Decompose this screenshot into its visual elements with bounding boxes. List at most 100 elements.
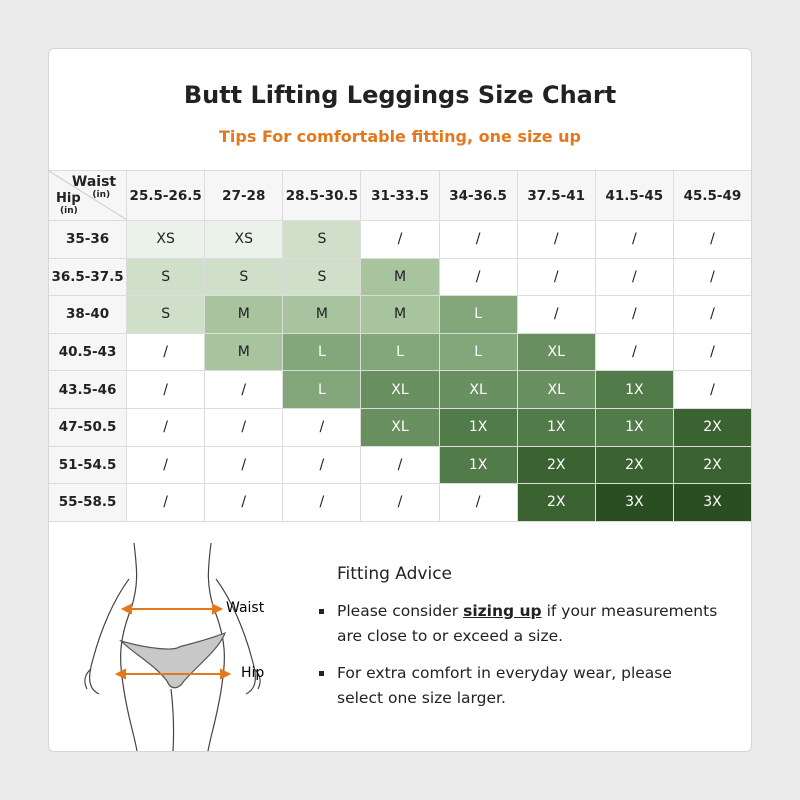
size-cell: M xyxy=(204,295,284,334)
size-cell: M xyxy=(282,295,362,334)
card: Butt Lifting Leggings Size Chart Tips Fo… xyxy=(48,48,752,752)
size-cell: / xyxy=(438,483,518,522)
hip-header: Hip xyxy=(56,191,81,206)
row-header: 35-36 xyxy=(49,220,128,259)
waist-label: Waist xyxy=(226,600,265,616)
size-cell: / xyxy=(360,445,440,485)
size-table: Waist (in) Hip (in) 25.5-26.5 27-28 28.5-30.5 3… xyxy=(49,170,751,522)
size-cell: XL xyxy=(360,407,440,447)
size-cell: / xyxy=(672,257,751,297)
size-cell: 1X xyxy=(516,407,596,447)
size-cell: 2X xyxy=(672,407,751,447)
size-cell: S xyxy=(126,257,206,297)
row-header: 40.5-43 xyxy=(49,332,128,372)
size-cell: S xyxy=(204,257,284,297)
size-cell: / xyxy=(516,295,596,334)
body-illustration: Waist Hip xyxy=(84,542,265,751)
size-cell: / xyxy=(594,295,674,334)
size-cell: / xyxy=(594,332,674,372)
size-cell: M xyxy=(360,257,440,297)
size-row: 40.5-43/M L L L XL / / xyxy=(49,332,751,372)
advice-after: if your measurements are close to or exc… xyxy=(337,602,718,645)
size-cell: / xyxy=(594,257,674,297)
row-header: 36.5-37.5 xyxy=(49,257,128,297)
size-cell: / xyxy=(282,483,362,522)
size-row: 36.5-37.5 S S S M / / / / xyxy=(49,257,751,297)
size-cell: XL xyxy=(516,332,596,372)
row-header: 55-58.5 xyxy=(49,483,128,522)
advice-list: Please consider sizing up if your measur… xyxy=(319,599,719,723)
size-cell: / xyxy=(516,220,596,259)
column-header: 37.5-41 xyxy=(516,170,596,221)
size-cell: / xyxy=(438,257,518,297)
advice-before: Please consider xyxy=(337,602,464,620)
size-cell: L xyxy=(282,370,362,409)
size-cell: 1X xyxy=(594,407,674,447)
size-cell: L xyxy=(438,295,518,334)
size-cell: L xyxy=(282,332,362,372)
size-cell: / xyxy=(204,483,284,522)
size-cell: 2X xyxy=(516,445,596,485)
size-cell: XL xyxy=(438,370,518,409)
hip-label: Hip xyxy=(241,665,264,681)
column-header: 28.5-30.5 xyxy=(282,170,362,221)
size-cell: S xyxy=(126,295,206,334)
header-row: Waist (in) Hip (in) 25.5-26.5 27-28 28.5-30.5 3… xyxy=(49,170,751,221)
size-cell: / xyxy=(672,295,751,334)
size-cell: / xyxy=(204,407,284,447)
size-cell: 1X xyxy=(594,370,674,409)
size-cell: S xyxy=(282,257,362,297)
size-cell: L xyxy=(438,332,518,372)
size-cell: / xyxy=(126,370,206,409)
size-row: 55-58.5// / //2X 3X 3X xyxy=(49,483,751,522)
size-cell: / xyxy=(126,332,206,372)
size-cell: 2X xyxy=(672,445,751,485)
corner-diagonal xyxy=(49,171,127,220)
size-cell: 3X xyxy=(594,483,674,522)
hip-unit: (in) xyxy=(60,206,78,216)
size-cell: XL xyxy=(516,370,596,409)
size-cell: / xyxy=(204,370,284,409)
size-cell: XS xyxy=(126,220,206,259)
row-header: 47-50.5 xyxy=(49,407,128,447)
waist-header: Waist xyxy=(71,174,117,190)
size-cell: / xyxy=(516,257,596,297)
column-header: 34-36.5 xyxy=(438,170,518,221)
size-cell: / xyxy=(672,332,751,372)
column-header: 41.5-45 xyxy=(594,170,674,221)
column-header: 31-33.5 xyxy=(360,170,440,221)
size-cell: M xyxy=(360,295,440,334)
size-cell: / xyxy=(126,445,206,485)
advice-item: For extra comfort in everyday wear, plea… xyxy=(319,661,719,711)
size-cell: S xyxy=(282,220,362,259)
size-cell: / xyxy=(204,445,284,485)
size-cell: 3X xyxy=(672,483,751,522)
size-cell: / xyxy=(126,407,206,447)
size-cell: 1X xyxy=(438,407,518,447)
size-row: 35-36 XS XS S / / / / / xyxy=(49,220,751,259)
size-cell: 1X xyxy=(438,445,518,485)
row-header: 38-40 xyxy=(49,295,128,334)
advice-title: Fitting Advice xyxy=(337,564,452,584)
row-header: 43.5-46 xyxy=(49,370,128,409)
waist-unit: (in) xyxy=(92,190,111,200)
size-cell: / xyxy=(282,445,362,485)
size-cell: / xyxy=(360,483,440,522)
advice-emphasis: sizing up xyxy=(463,602,542,620)
corner-cell: Waist (in) Hip (in) xyxy=(49,170,128,221)
size-cell: 2X xyxy=(516,483,596,522)
size-row: 38-40 S M M M L / / / xyxy=(49,295,751,334)
advice-before: For extra comfort in everyday wear, plea… xyxy=(337,664,672,707)
advice-item: Please consider sizing up if your measur… xyxy=(319,599,719,649)
size-row: 51-54.5// //1X 2X 2X 2X xyxy=(49,445,751,485)
size-cell: / xyxy=(672,220,751,259)
size-cell: / xyxy=(360,220,440,259)
size-cell: 2X xyxy=(594,445,674,485)
size-cell: M xyxy=(204,332,284,372)
title: Butt Lifting Leggings Size Chart xyxy=(183,81,617,109)
size-cell: / xyxy=(126,483,206,522)
size-cell: XL xyxy=(360,370,440,409)
column-header: 25.5-26.5 xyxy=(126,170,206,221)
size-row: 43.5-46// L XL XL XL 1X / xyxy=(49,370,751,409)
